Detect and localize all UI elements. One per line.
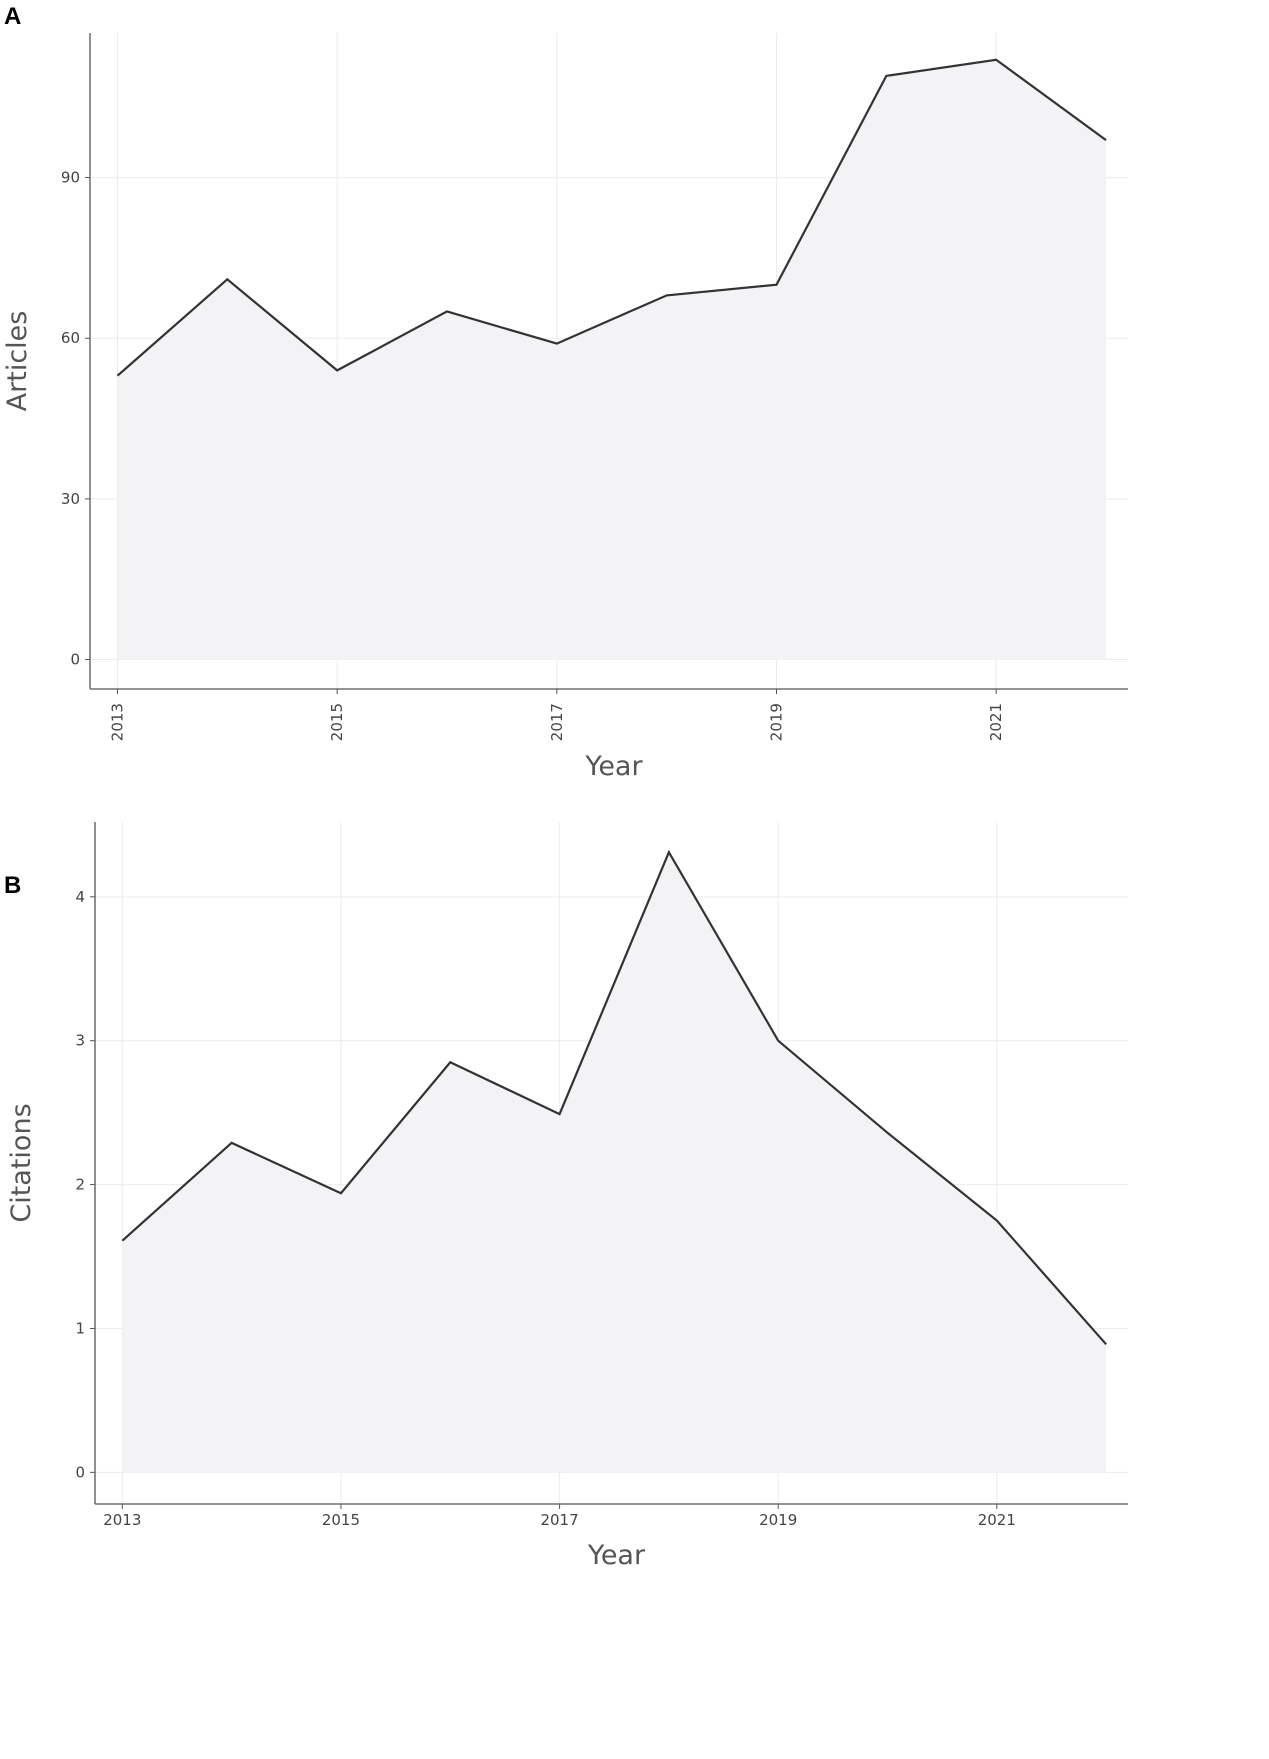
chart-panel-a: A 2013 2015 2017 2019 2021 0 30 60 90 Year Arti…	[2, 3, 1128, 782]
x-tick-label: 2013	[108, 703, 126, 741]
panel-label: B	[4, 872, 21, 899]
x-axis-title: Year	[587, 1540, 646, 1571]
x-tick-label: 2019	[768, 703, 786, 741]
series-line	[121, 849, 1107, 1346]
x-axis-title: Year	[584, 751, 643, 782]
y-axis-title: Citations	[6, 1103, 37, 1222]
x-tick-label: 2019	[759, 1511, 797, 1529]
y-tick-labels: 0 1 2 3 4	[75, 888, 95, 1481]
x-tick-label: 2017	[548, 703, 566, 741]
area-fill	[117, 59, 1107, 660]
x-tick-label: 2015	[328, 703, 346, 741]
x-tick-labels: 2013 2015 2017 2019 2021	[103, 1504, 1016, 1529]
y-axis-title: Articles	[2, 311, 33, 412]
y-tick-label: 2	[75, 1176, 85, 1194]
y-tick-label: 0	[70, 651, 80, 669]
y-tick-label: 1	[75, 1319, 85, 1337]
x-tick-label: 2017	[540, 1511, 578, 1529]
series-line	[116, 58, 1107, 377]
y-tick-label: 4	[75, 888, 85, 906]
y-tick-label: 3	[75, 1032, 85, 1050]
y-tick-label: 0	[75, 1463, 85, 1481]
x-tick-labels: 2013 2015 2017 2019 2021	[108, 689, 1005, 741]
y-tick-label: 90	[61, 169, 80, 187]
x-tick-label: 2021	[978, 1511, 1016, 1529]
y-tick-label: 60	[61, 329, 80, 347]
panel-label: A	[4, 3, 21, 30]
chart-panel-b: B 2013 2015 2017 2019 2021 0 1 2 3 4 Year Citati…	[4, 822, 1128, 1571]
x-tick-label: 2013	[103, 1511, 141, 1529]
x-tick-label: 2021	[987, 703, 1005, 741]
y-tick-labels: 0 30 60 90	[61, 169, 90, 669]
y-tick-label: 30	[61, 490, 80, 508]
area-fill	[122, 852, 1107, 1473]
x-tick-label: 2015	[322, 1511, 360, 1529]
